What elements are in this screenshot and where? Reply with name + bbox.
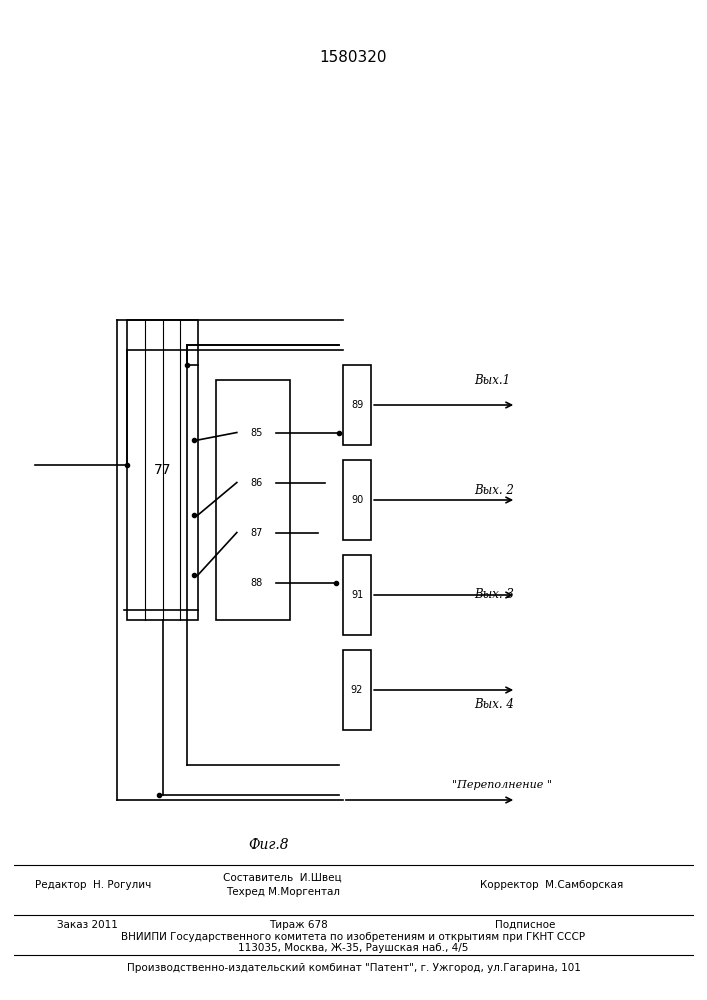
Text: "Переполнение ": "Переполнение " — [452, 780, 552, 790]
Text: 113035, Москва, Ж-35, Раушская наб., 4/5: 113035, Москва, Ж-35, Раушская наб., 4/5 — [238, 943, 469, 953]
FancyBboxPatch shape — [343, 365, 371, 445]
FancyBboxPatch shape — [237, 560, 276, 605]
Text: Фиг.8: Фиг.8 — [248, 838, 289, 852]
Text: Подписное: Подписное — [495, 920, 555, 930]
FancyBboxPatch shape — [237, 460, 276, 505]
Text: Производственно-издательский комбинат "Патент", г. Ужгород, ул.Гагарина, 101: Производственно-издательский комбинат "П… — [127, 963, 580, 973]
FancyBboxPatch shape — [127, 320, 198, 620]
Text: 92: 92 — [351, 685, 363, 695]
FancyBboxPatch shape — [343, 555, 371, 635]
Text: 89: 89 — [351, 400, 363, 410]
Text: 86: 86 — [250, 478, 262, 488]
Text: 85: 85 — [250, 428, 262, 438]
Text: Тираж 678: Тираж 678 — [269, 920, 327, 930]
FancyBboxPatch shape — [343, 650, 371, 730]
Text: 90: 90 — [351, 495, 363, 505]
Text: Корректор  М.Самборская: Корректор М.Самборская — [480, 880, 623, 890]
FancyBboxPatch shape — [237, 510, 276, 555]
Text: 77: 77 — [154, 463, 171, 477]
FancyBboxPatch shape — [343, 460, 371, 540]
Text: Техред М.Моргентал: Техред М.Моргентал — [226, 887, 340, 897]
Text: Вых. 2: Вых. 2 — [474, 484, 513, 496]
Text: Заказ 2011: Заказ 2011 — [57, 920, 117, 930]
Text: 88: 88 — [250, 577, 262, 587]
FancyBboxPatch shape — [216, 380, 290, 620]
Text: Вых. 4: Вых. 4 — [474, 698, 513, 712]
Text: Редактор  Н. Рогулич: Редактор Н. Рогулич — [35, 880, 151, 890]
Text: 1580320: 1580320 — [320, 50, 387, 66]
Text: 87: 87 — [250, 528, 262, 538]
Text: 91: 91 — [351, 590, 363, 600]
Text: Вых. 3: Вых. 3 — [474, 588, 513, 601]
Text: ВНИИПИ Государственного комитета по изобретениям и открытиям при ГКНТ СССР: ВНИИПИ Государственного комитета по изоб… — [122, 932, 585, 942]
Text: Составитель  И.Швец: Составитель И.Швец — [223, 873, 342, 883]
FancyBboxPatch shape — [237, 410, 276, 455]
Text: Вых.1: Вых.1 — [474, 373, 510, 386]
